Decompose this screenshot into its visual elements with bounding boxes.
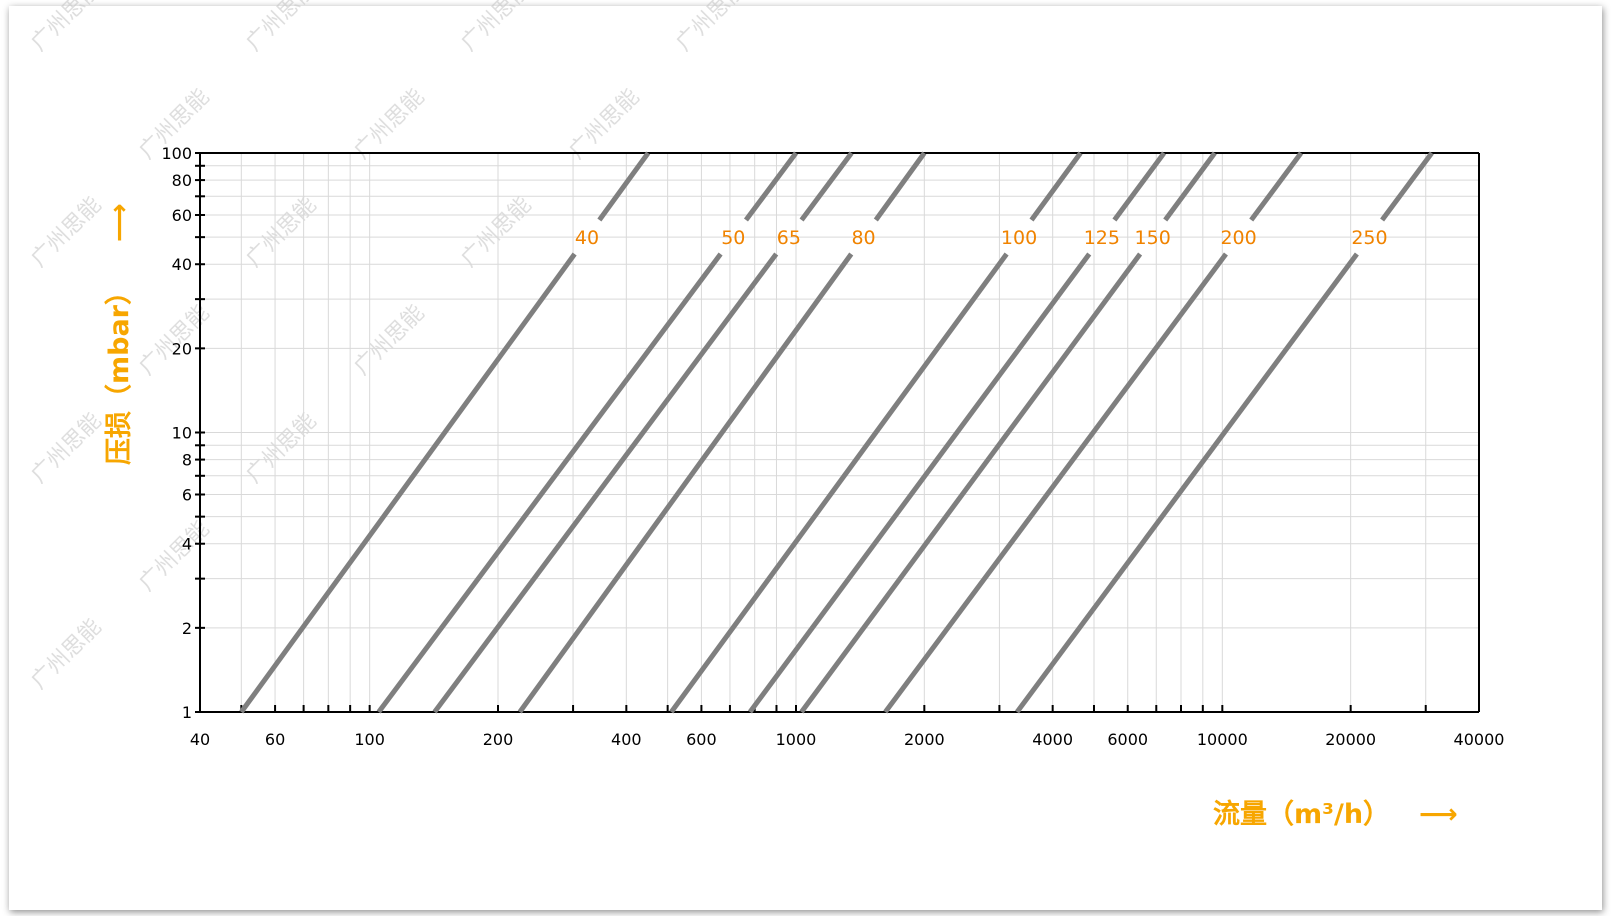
- x-tick-label: 10000: [1197, 730, 1248, 749]
- y-tick-label: 6: [182, 486, 192, 505]
- x-tick-label: 1000: [776, 730, 817, 749]
- x-tick-label: 200: [483, 730, 514, 749]
- x-axis-arrow: ⟶: [1419, 799, 1458, 830]
- y-tick-label: 1: [182, 703, 192, 722]
- y-tick-label: 2: [182, 619, 192, 638]
- series-line-segment: [799, 151, 854, 222]
- series-label-200: 200: [1220, 227, 1256, 249]
- series-line-40: [239, 151, 651, 714]
- x-tick-label: 2000: [904, 730, 945, 749]
- series-line-segment: [1380, 151, 1434, 222]
- x-tick-label: 100: [354, 730, 385, 749]
- grid: [199, 152, 1480, 713]
- watermark-text: 广州思能: [457, 192, 537, 272]
- series-line-segment: [743, 151, 798, 222]
- y-tick-label: 10: [172, 424, 192, 443]
- series-line-segment: [1029, 151, 1083, 222]
- series-label-50: 50: [721, 227, 745, 249]
- tick-labels: 40 60 100 200 400 600 1000 2000 4000 6000 10000 200…: [161, 144, 1504, 749]
- watermark-text: 广州思能: [672, 0, 752, 56]
- x-tick-label: 40000: [1454, 730, 1505, 749]
- series-label-150: 150: [1135, 227, 1171, 249]
- series-label-40: 40: [575, 227, 599, 249]
- series-line-250: [1015, 151, 1434, 714]
- series-line-50: [376, 151, 798, 714]
- series-line-segment: [517, 252, 854, 714]
- watermark-text: 广州思能: [27, 614, 107, 694]
- series-line-150: [799, 151, 1217, 714]
- watermark-text: 广州思能: [27, 408, 107, 488]
- series-line-segment: [239, 252, 577, 714]
- x-tick-label: 6000: [1107, 730, 1148, 749]
- x-tick-label: 400: [611, 730, 642, 749]
- series-line-segment: [376, 252, 723, 714]
- y-axis-arrow: ⟶: [104, 203, 135, 242]
- y-tick-label: 60: [172, 206, 192, 225]
- y-tick-label: 4: [182, 535, 192, 554]
- series-line-200: [883, 151, 1304, 714]
- y-tick-label: 20: [172, 339, 192, 358]
- series-line-segment: [873, 151, 927, 222]
- series-line-segment: [597, 151, 651, 222]
- series-line-segment: [669, 252, 1009, 714]
- y-tick-label: 100: [161, 144, 192, 163]
- series-line-segment: [432, 252, 779, 714]
- series-line-segment: [1112, 151, 1167, 222]
- watermark-text: 广州思能: [457, 0, 537, 56]
- x-tick-label: 40: [190, 730, 210, 749]
- series-line-segment: [747, 252, 1092, 714]
- x-tick-label: 60: [265, 730, 285, 749]
- series-line-segment: [1015, 252, 1359, 714]
- y-tick-label: 40: [172, 255, 192, 274]
- series-lines: [239, 151, 1434, 714]
- watermark-text: 广州思能: [27, 192, 107, 272]
- series-label-80: 80: [851, 227, 875, 249]
- series-line-segment: [1249, 151, 1304, 222]
- series-line-65: [432, 151, 854, 714]
- series-label-65: 65: [777, 227, 801, 249]
- series-label-100: 100: [1001, 227, 1037, 249]
- x-tick-label: 600: [686, 730, 717, 749]
- series-label-125: 125: [1084, 227, 1120, 249]
- watermark-text: 广州思能: [350, 300, 430, 380]
- watermark-text: 广州思能: [242, 0, 322, 56]
- y-axis-title: 压损（mbar）: [104, 278, 135, 465]
- series-line-80: [517, 151, 927, 714]
- series-line-125: [747, 151, 1167, 714]
- chart-frame: [9, 6, 1602, 910]
- x-tick-label: 4000: [1032, 730, 1073, 749]
- x-tick-label: 20000: [1325, 730, 1376, 749]
- watermark-text: 广州思能: [242, 192, 322, 272]
- series-line-100: [669, 151, 1083, 714]
- x-axis-title: 流量（m³/h）: [1213, 799, 1390, 830]
- y-tick-label: 80: [172, 171, 192, 190]
- series-labels: 40 50 65 80 100 125 150 200 250: [575, 227, 1388, 249]
- series-label-250: 250: [1351, 227, 1387, 249]
- series-line-segment: [883, 252, 1228, 714]
- series-line-segment: [799, 252, 1143, 714]
- axes: [195, 152, 1480, 713]
- series-line-segment: [1163, 151, 1217, 222]
- watermark-text: 广州思能: [27, 0, 107, 56]
- watermark-text: 广州思能: [135, 516, 215, 596]
- y-tick-label: 8: [182, 451, 192, 470]
